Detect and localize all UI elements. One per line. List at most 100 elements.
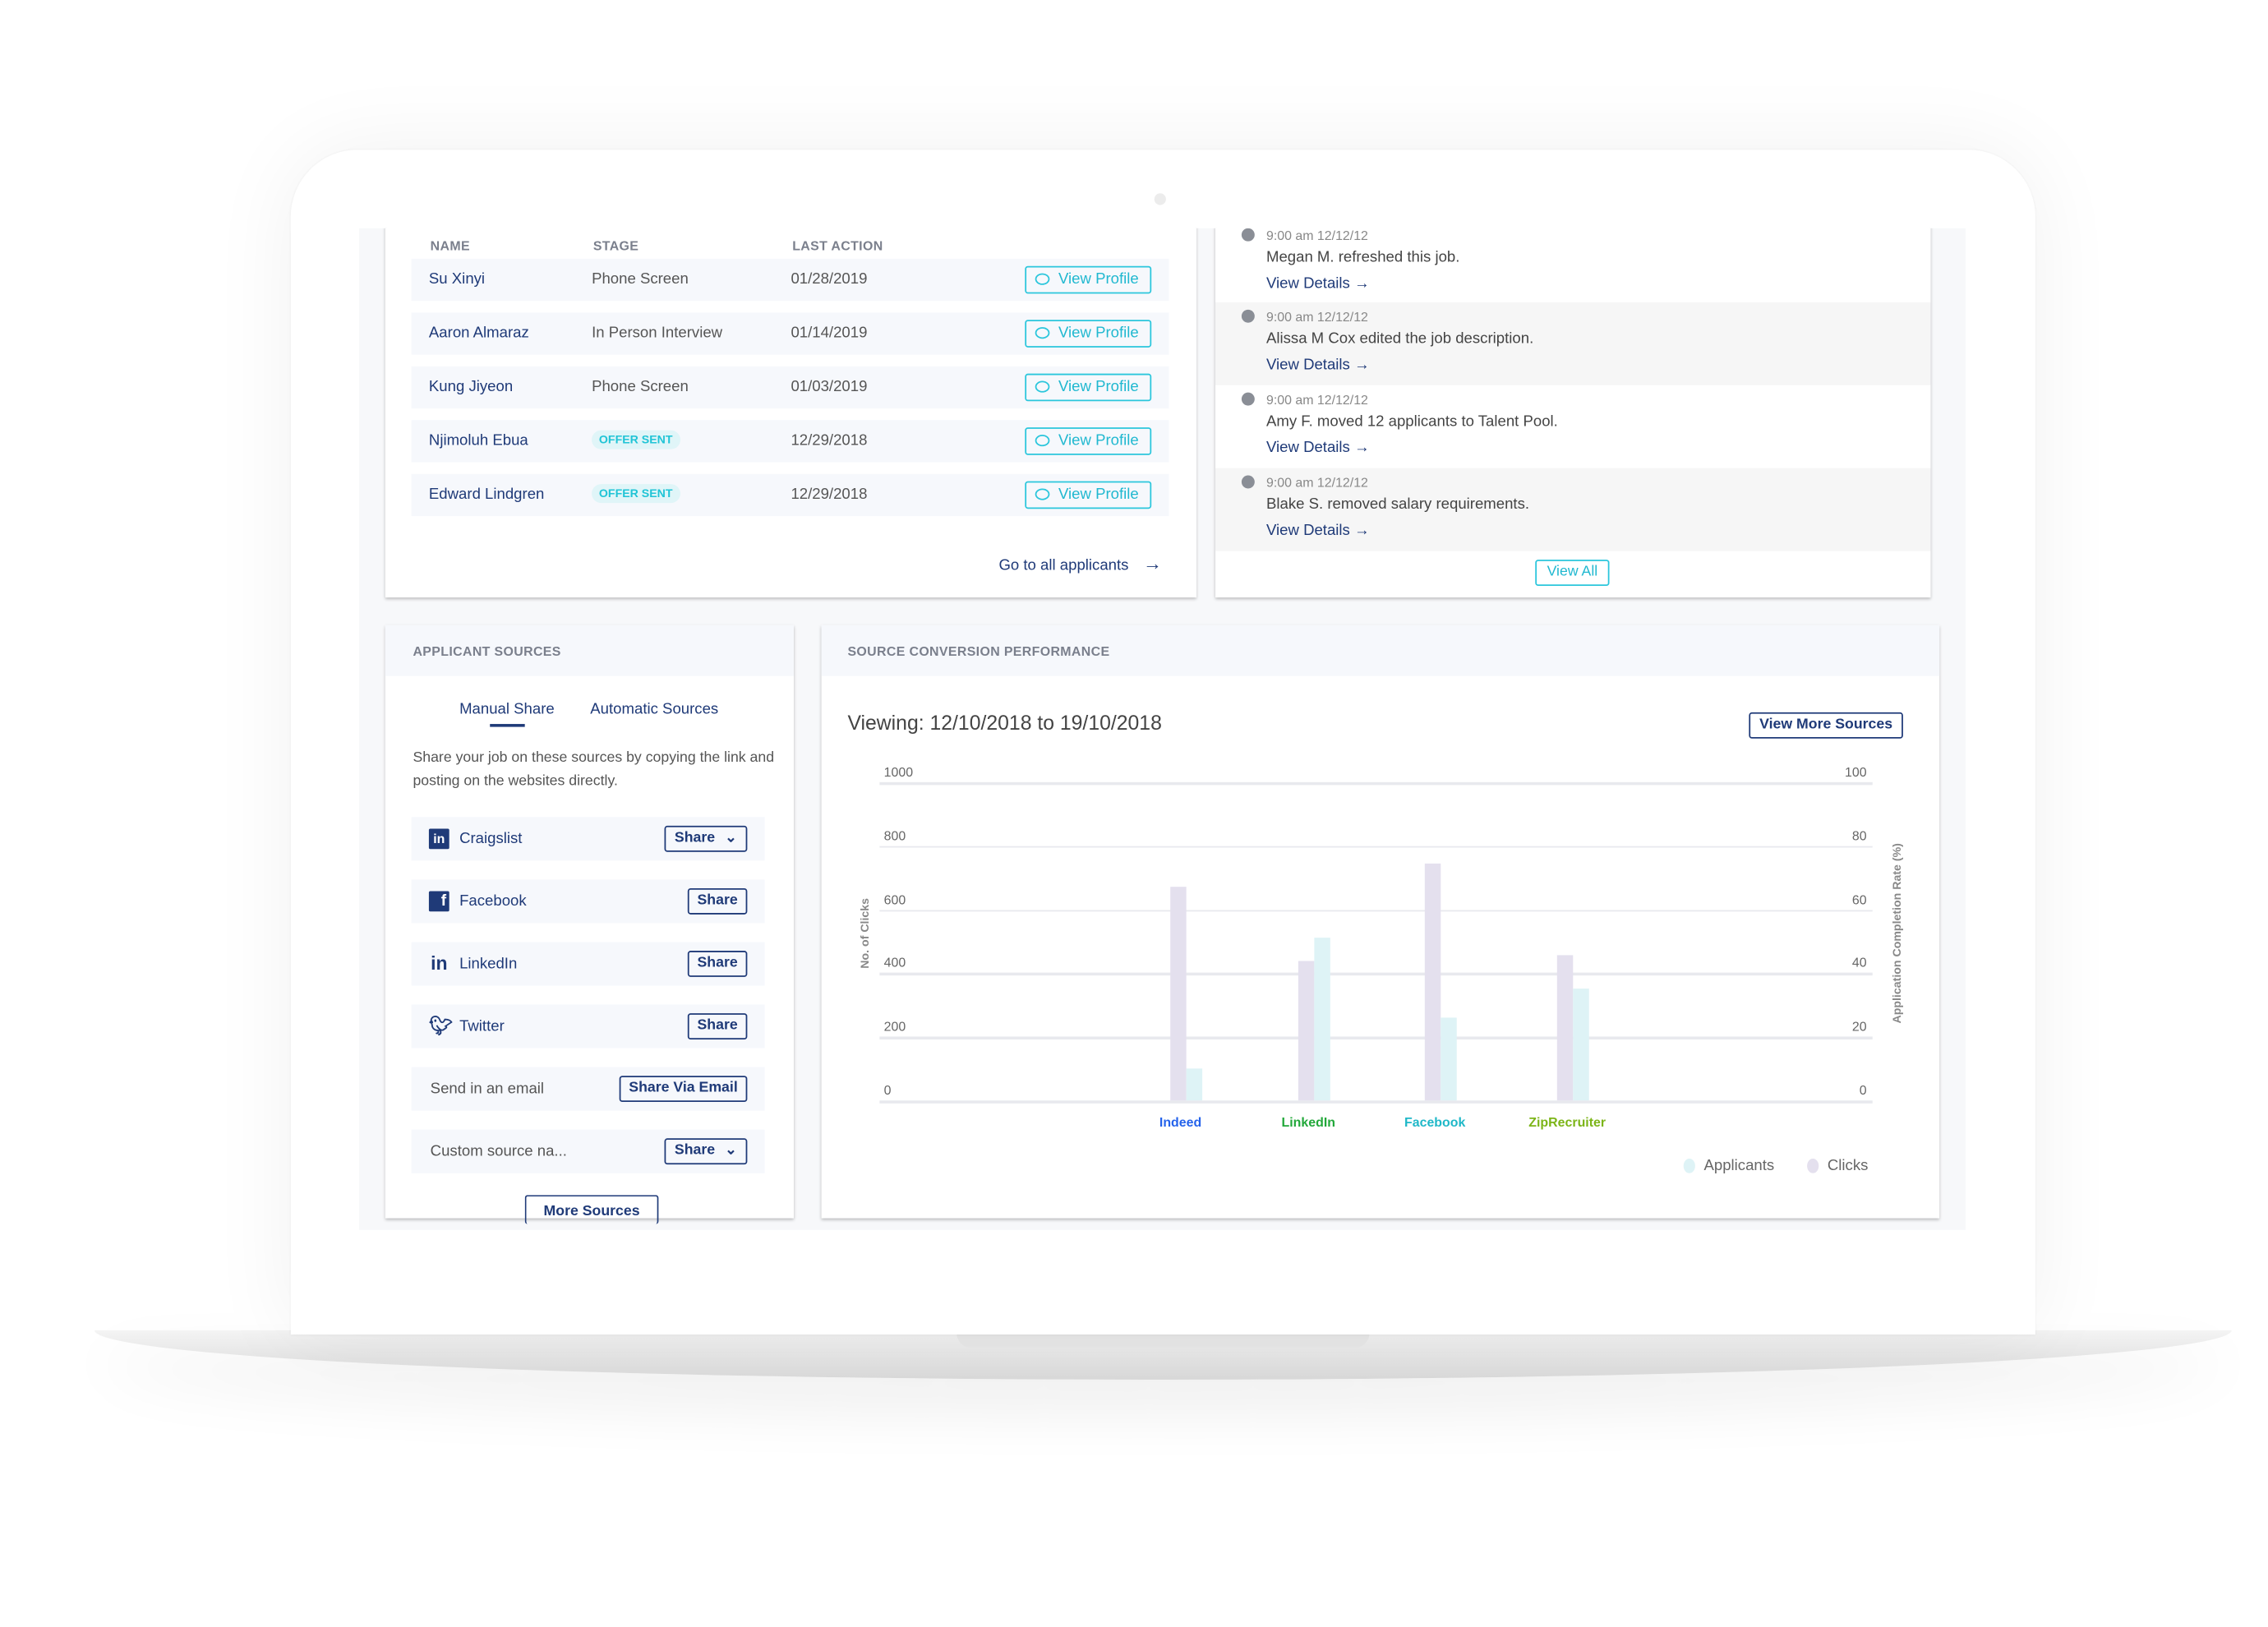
stage: Phone Screen xyxy=(592,270,689,288)
facebook-icon: f xyxy=(428,891,449,912)
applicants-card: NAME STAGE LAST ACTION Su Xinyi Phone Scr… xyxy=(385,228,1197,598)
activity-text: Amy F. moved 12 applicants to Talent Poo… xyxy=(1265,413,1558,431)
linkedin-box-icon: in xyxy=(428,828,449,850)
tab-automatic-sources[interactable]: Automatic Sources xyxy=(590,700,719,718)
view-details-link[interactable]: View Details → xyxy=(1265,356,1370,374)
share-label: Share xyxy=(697,955,738,971)
more-sources-button[interactable]: More Sources xyxy=(524,1195,659,1224)
eye-icon xyxy=(1035,273,1050,285)
view-details-link[interactable]: View Details → xyxy=(1265,522,1370,540)
table-row: Edward Lindgren OFFER SENT 12/29/2018 Vie… xyxy=(411,473,1169,517)
go-all-label: Go to all applicants xyxy=(998,556,1129,574)
sources-description: Share your job on these sources by copyi… xyxy=(413,749,775,790)
offer-sent-badge: OFFER SENT xyxy=(592,430,680,449)
share-label: Share xyxy=(697,892,738,909)
gridline xyxy=(879,1036,1873,1039)
last-action-date: 12/29/2018 xyxy=(791,431,868,449)
bar-clicks-linkedin[interactable] xyxy=(1298,960,1315,1101)
activity-card: 9:00 am 12/12/12 Megan M. refreshed this… xyxy=(1215,228,1931,598)
bar-applicants-ziprecruiter[interactable] xyxy=(1573,989,1589,1101)
col-header-name: NAME xyxy=(430,238,471,253)
activity-time: 9:00 am 12/12/12 xyxy=(1265,309,1368,325)
bar-clicks-ziprecruiter[interactable] xyxy=(1556,955,1574,1101)
source-row: in Craigslist Share ⌄ xyxy=(411,817,765,861)
activity-time: 9:00 am 12/12/12 xyxy=(1265,228,1368,243)
y-tick-right: 40 xyxy=(1851,956,1867,970)
view-details-link[interactable]: View Details → xyxy=(1265,274,1370,293)
share-button[interactable]: Share ⌄ xyxy=(664,1138,748,1165)
share-label: Share xyxy=(674,1142,716,1159)
source-label: Twitter xyxy=(459,1017,505,1035)
offer-sent-badge: OFFER SENT xyxy=(592,484,680,504)
view-profile-button[interactable]: View Profile xyxy=(1025,427,1152,455)
eye-icon xyxy=(1035,488,1050,500)
x-tick-label: LinkedIn xyxy=(1281,1114,1336,1130)
tab-manual-share[interactable]: Manual Share xyxy=(459,700,555,718)
eye-icon xyxy=(1035,434,1050,447)
applicant-name[interactable]: Su Xinyi xyxy=(428,270,486,288)
clock-icon xyxy=(1241,392,1255,406)
source-conversion-card: SOURCE CONVERSION PERFORMANCE Viewing: 1… xyxy=(821,625,1940,1219)
applicant-name[interactable]: Aaron Almaraz xyxy=(428,324,529,342)
go-to-all-applicants-link[interactable]: Go to all applicants → xyxy=(998,552,1162,574)
bar-applicants-facebook[interactable] xyxy=(1441,1017,1457,1101)
gridline xyxy=(879,846,1873,848)
activity-time: 9:00 am 12/12/12 xyxy=(1265,475,1368,491)
y-tick-left: 600 xyxy=(883,892,906,907)
share-label: Share xyxy=(674,830,716,846)
activity-text: Alissa M Cox edited the job description. xyxy=(1265,330,1534,348)
view-all-button[interactable]: View All xyxy=(1535,560,1610,586)
share-button[interactable]: Share xyxy=(687,887,748,915)
legend-dot-clicks xyxy=(1807,1159,1819,1173)
col-header-stage: STAGE xyxy=(592,238,639,253)
bar-clicks-indeed[interactable] xyxy=(1170,887,1187,1101)
applicant-name[interactable]: Kung Jiyeon xyxy=(428,377,514,396)
camera-icon xyxy=(1154,193,1166,205)
screen: NAME STAGE LAST ACTION Su Xinyi Phone Scr… xyxy=(358,228,1966,1230)
view-profile-label: View Profile xyxy=(1058,485,1139,504)
bar-applicants-linkedin[interactable] xyxy=(1314,938,1330,1101)
view-profile-button[interactable]: View Profile xyxy=(1025,481,1152,509)
y-tick-left: 400 xyxy=(883,956,906,970)
view-profile-button[interactable]: View Profile xyxy=(1025,320,1152,348)
share-button[interactable]: Share Via Email xyxy=(619,1076,748,1103)
share-button[interactable]: Share xyxy=(687,1013,748,1039)
view-details-link[interactable]: View Details → xyxy=(1265,439,1370,457)
y-tick-right: 20 xyxy=(1851,1019,1867,1035)
source-label: Facebook xyxy=(459,892,527,910)
view-more-sources-button[interactable]: View More Sources xyxy=(1749,712,1903,739)
eye-icon xyxy=(1035,380,1050,393)
last-action-date: 12/29/2018 xyxy=(791,485,868,504)
view-profile-label: View Profile xyxy=(1058,270,1139,288)
linkedin-icon: in xyxy=(431,952,448,975)
viewing-range: Viewing: 12/10/2018 to 19/10/2018 xyxy=(847,711,1162,735)
y-tick-right: 60 xyxy=(1851,892,1867,907)
x-tick-label: Facebook xyxy=(1404,1114,1466,1130)
activity-item: 9:00 am 12/12/12 Blake S. removed salary… xyxy=(1215,468,1931,551)
col-header-last-action: LAST ACTION xyxy=(792,238,883,253)
bar-clicks-facebook[interactable] xyxy=(1424,863,1441,1101)
clock-icon xyxy=(1241,228,1255,242)
activity-item: 9:00 am 12/12/12 Amy F. moved 12 applica… xyxy=(1215,385,1931,468)
bar-applicants-indeed[interactable] xyxy=(1186,1068,1203,1101)
share-button[interactable]: Share ⌄ xyxy=(664,825,748,852)
view-profile-button[interactable]: View Profile xyxy=(1025,265,1152,294)
legend-label: Applicants xyxy=(1703,1157,1775,1175)
applicant-name[interactable]: Njimoluh Ebua xyxy=(428,431,528,449)
y-tick-left: 1000 xyxy=(883,764,914,780)
performance-header xyxy=(821,625,1940,676)
chevron-down-icon: ⌄ xyxy=(725,1142,737,1159)
share-button[interactable]: Share xyxy=(687,951,748,977)
legend-label: Clicks xyxy=(1827,1157,1869,1175)
active-tab-underline xyxy=(490,724,525,726)
view-profile-button[interactable]: View Profile xyxy=(1025,373,1152,402)
clock-icon xyxy=(1241,309,1255,323)
y-tick-right: 0 xyxy=(1859,1083,1867,1098)
gridline xyxy=(879,973,1873,975)
source-row: Custom source na... Share ⌄ xyxy=(411,1129,765,1173)
table-row: Su Xinyi Phone Screen 01/28/2019 View Pro… xyxy=(411,258,1169,302)
x-tick-label: Indeed xyxy=(1159,1114,1202,1130)
applicant-name[interactable]: Edward Lindgren xyxy=(428,485,545,504)
arrow-right-icon: → xyxy=(1143,552,1163,574)
gridline xyxy=(879,781,1873,785)
